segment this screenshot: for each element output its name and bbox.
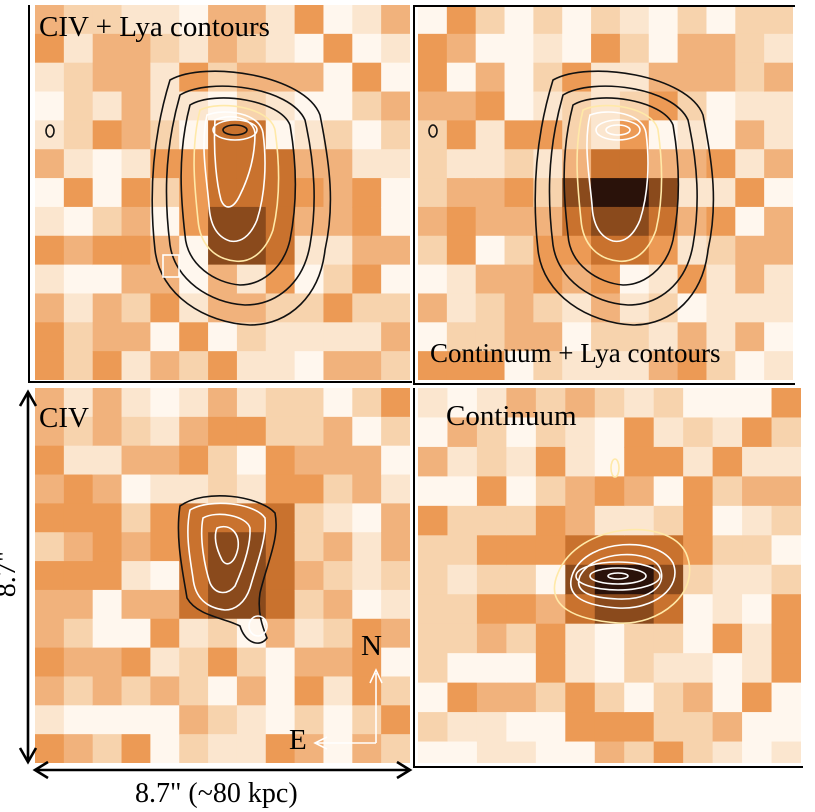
panel-label: CIV + Lya contours	[39, 11, 270, 43]
compass-north-label: N	[361, 630, 382, 662]
vertical-scale-label: 8.7"	[0, 550, 23, 598]
panel-civ: CIV N E	[35, 388, 410, 763]
panel-frame	[413, 388, 803, 768]
panel-continuum: Continuum	[418, 388, 801, 763]
civ-image	[35, 388, 410, 763]
panel-label: Continuum	[446, 400, 577, 432]
continuum-contours	[553, 458, 691, 624]
panel-civ-lya: CIV + Lya contours	[35, 5, 410, 380]
civ-lya-contours	[45, 70, 332, 326]
compass-east-label: E	[289, 724, 307, 756]
continuum-lya-image	[418, 5, 793, 380]
panel-label: CIV	[39, 402, 89, 434]
panel-label: Continuum + Lya contours	[430, 338, 721, 368]
continuum-lya-contours	[428, 70, 715, 326]
continuum-image	[418, 388, 801, 763]
horizontal-scale-label: 8.7" (~80 kpc)	[135, 778, 298, 809]
panel-frame	[413, 5, 795, 385]
compass-arrows	[313, 668, 383, 750]
civ-contours	[177, 495, 277, 644]
panel-continuum-lya: Continuum + Lya contours	[418, 5, 793, 380]
panel-frame	[28, 5, 412, 383]
